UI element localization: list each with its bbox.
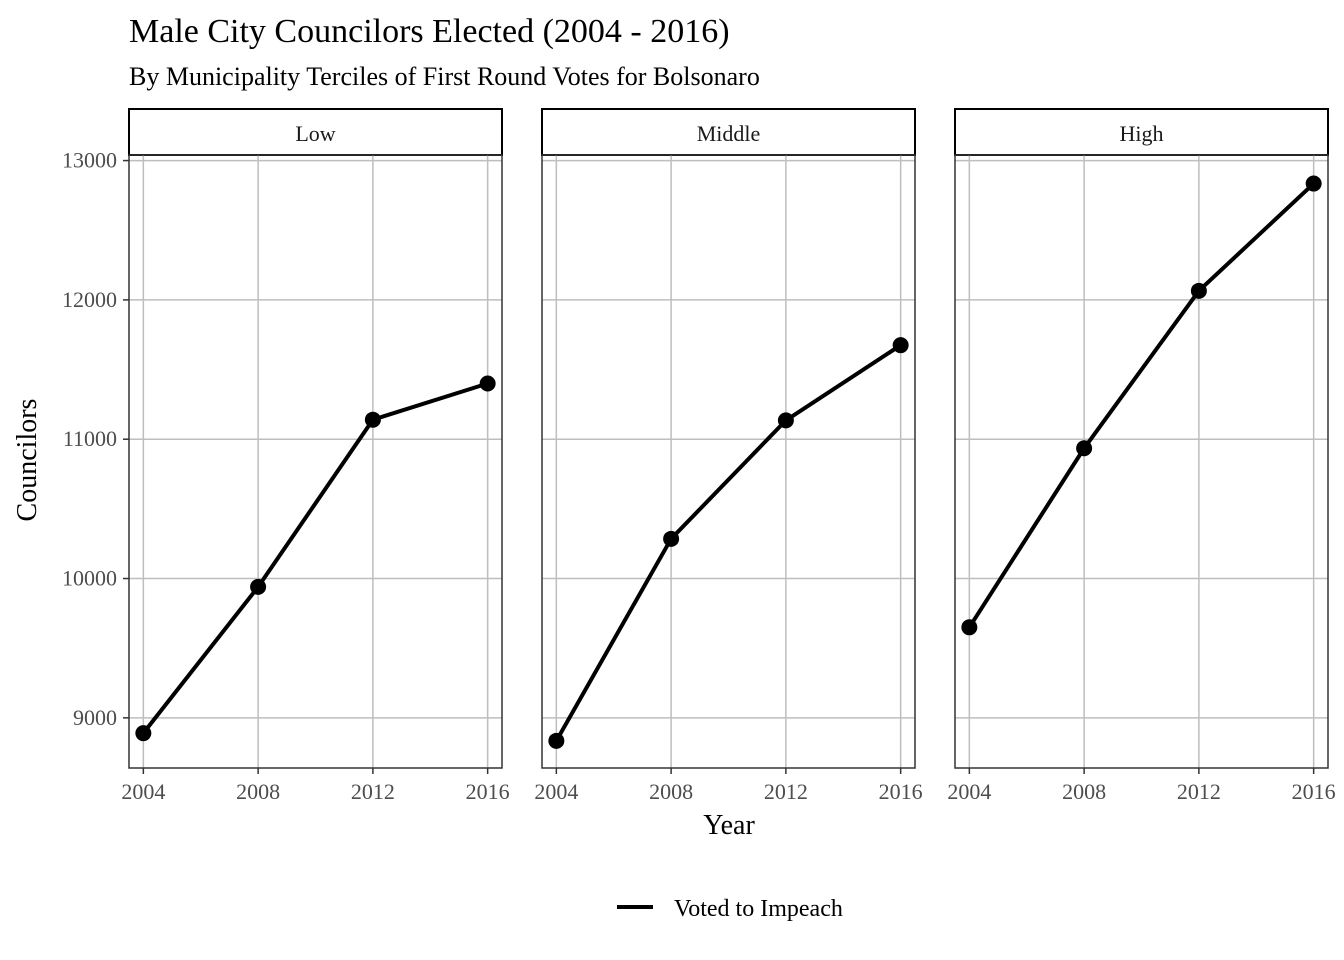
- x-tick-label: 2008: [649, 779, 693, 804]
- panel-frame: [128, 154, 503, 769]
- y-tick-label: 10000: [62, 566, 117, 591]
- series-line: [967, 182, 1316, 629]
- facet-strip-label: High: [1120, 121, 1164, 146]
- legend-label: Voted to Impeach: [674, 896, 843, 922]
- x-tick-label: 2004: [534, 779, 578, 804]
- panel-frame: [541, 154, 916, 769]
- x-tick-label: 2012: [1177, 779, 1221, 804]
- data-point: [364, 411, 381, 428]
- legend: Voted to Impeach: [617, 896, 843, 922]
- data-point: [1190, 282, 1207, 299]
- data-point: [1305, 175, 1322, 192]
- x-tick-label: 2008: [236, 779, 280, 804]
- x-tick-label: 2016: [1292, 779, 1336, 804]
- facet-strip-label: Low: [295, 121, 335, 146]
- facet-panel-middle: Middle 2004 2008 2012 2016: [534, 108, 923, 804]
- facet-panels: 9000 10000 11000 12000 13000 Low 2004 2008 2012 2…: [62, 108, 1336, 804]
- data-point: [548, 732, 565, 749]
- series-line: [554, 343, 902, 742]
- x-tick-label: 2012: [764, 779, 808, 804]
- facet-strip: [128, 108, 503, 156]
- y-tick-label: 11000: [63, 426, 117, 451]
- y-tick-label: 12000: [62, 287, 117, 312]
- x-tick-label: 2004: [121, 779, 165, 804]
- data-point: [663, 530, 680, 547]
- facet-panel-low: Low 2004 2008 2012 2016: [121, 108, 510, 804]
- x-tick-label: 2016: [879, 779, 923, 804]
- y-axis-title: Councilors: [12, 399, 43, 522]
- facet-strip: [954, 108, 1329, 156]
- y-tick-label: 9000: [73, 705, 117, 730]
- data-point: [892, 337, 909, 354]
- data-point: [961, 619, 978, 636]
- chart-title: Male City Councilors Elected (2004 - 201…: [129, 13, 730, 50]
- data-point: [250, 578, 267, 595]
- x-tick-label: 2012: [351, 779, 395, 804]
- facet-strip: [541, 108, 916, 156]
- facet-strip-label: Middle: [697, 121, 761, 146]
- x-tick-label: 2016: [466, 779, 510, 804]
- data-point: [479, 375, 496, 392]
- data-point: [1076, 440, 1093, 457]
- x-axis-title: Year: [703, 810, 755, 841]
- data-point: [777, 412, 794, 429]
- data-point: [135, 725, 152, 742]
- x-tick-label: 2008: [1062, 779, 1106, 804]
- panel-frame: [954, 154, 1329, 769]
- x-tick-label: 2004: [947, 779, 991, 804]
- series-line: [141, 381, 489, 735]
- chart-subtitle: By Municipality Terciles of First Round …: [129, 62, 760, 91]
- facet-panel-high: High 2004 2008 2012 2016: [947, 108, 1336, 804]
- y-tick-label: 13000: [62, 148, 117, 173]
